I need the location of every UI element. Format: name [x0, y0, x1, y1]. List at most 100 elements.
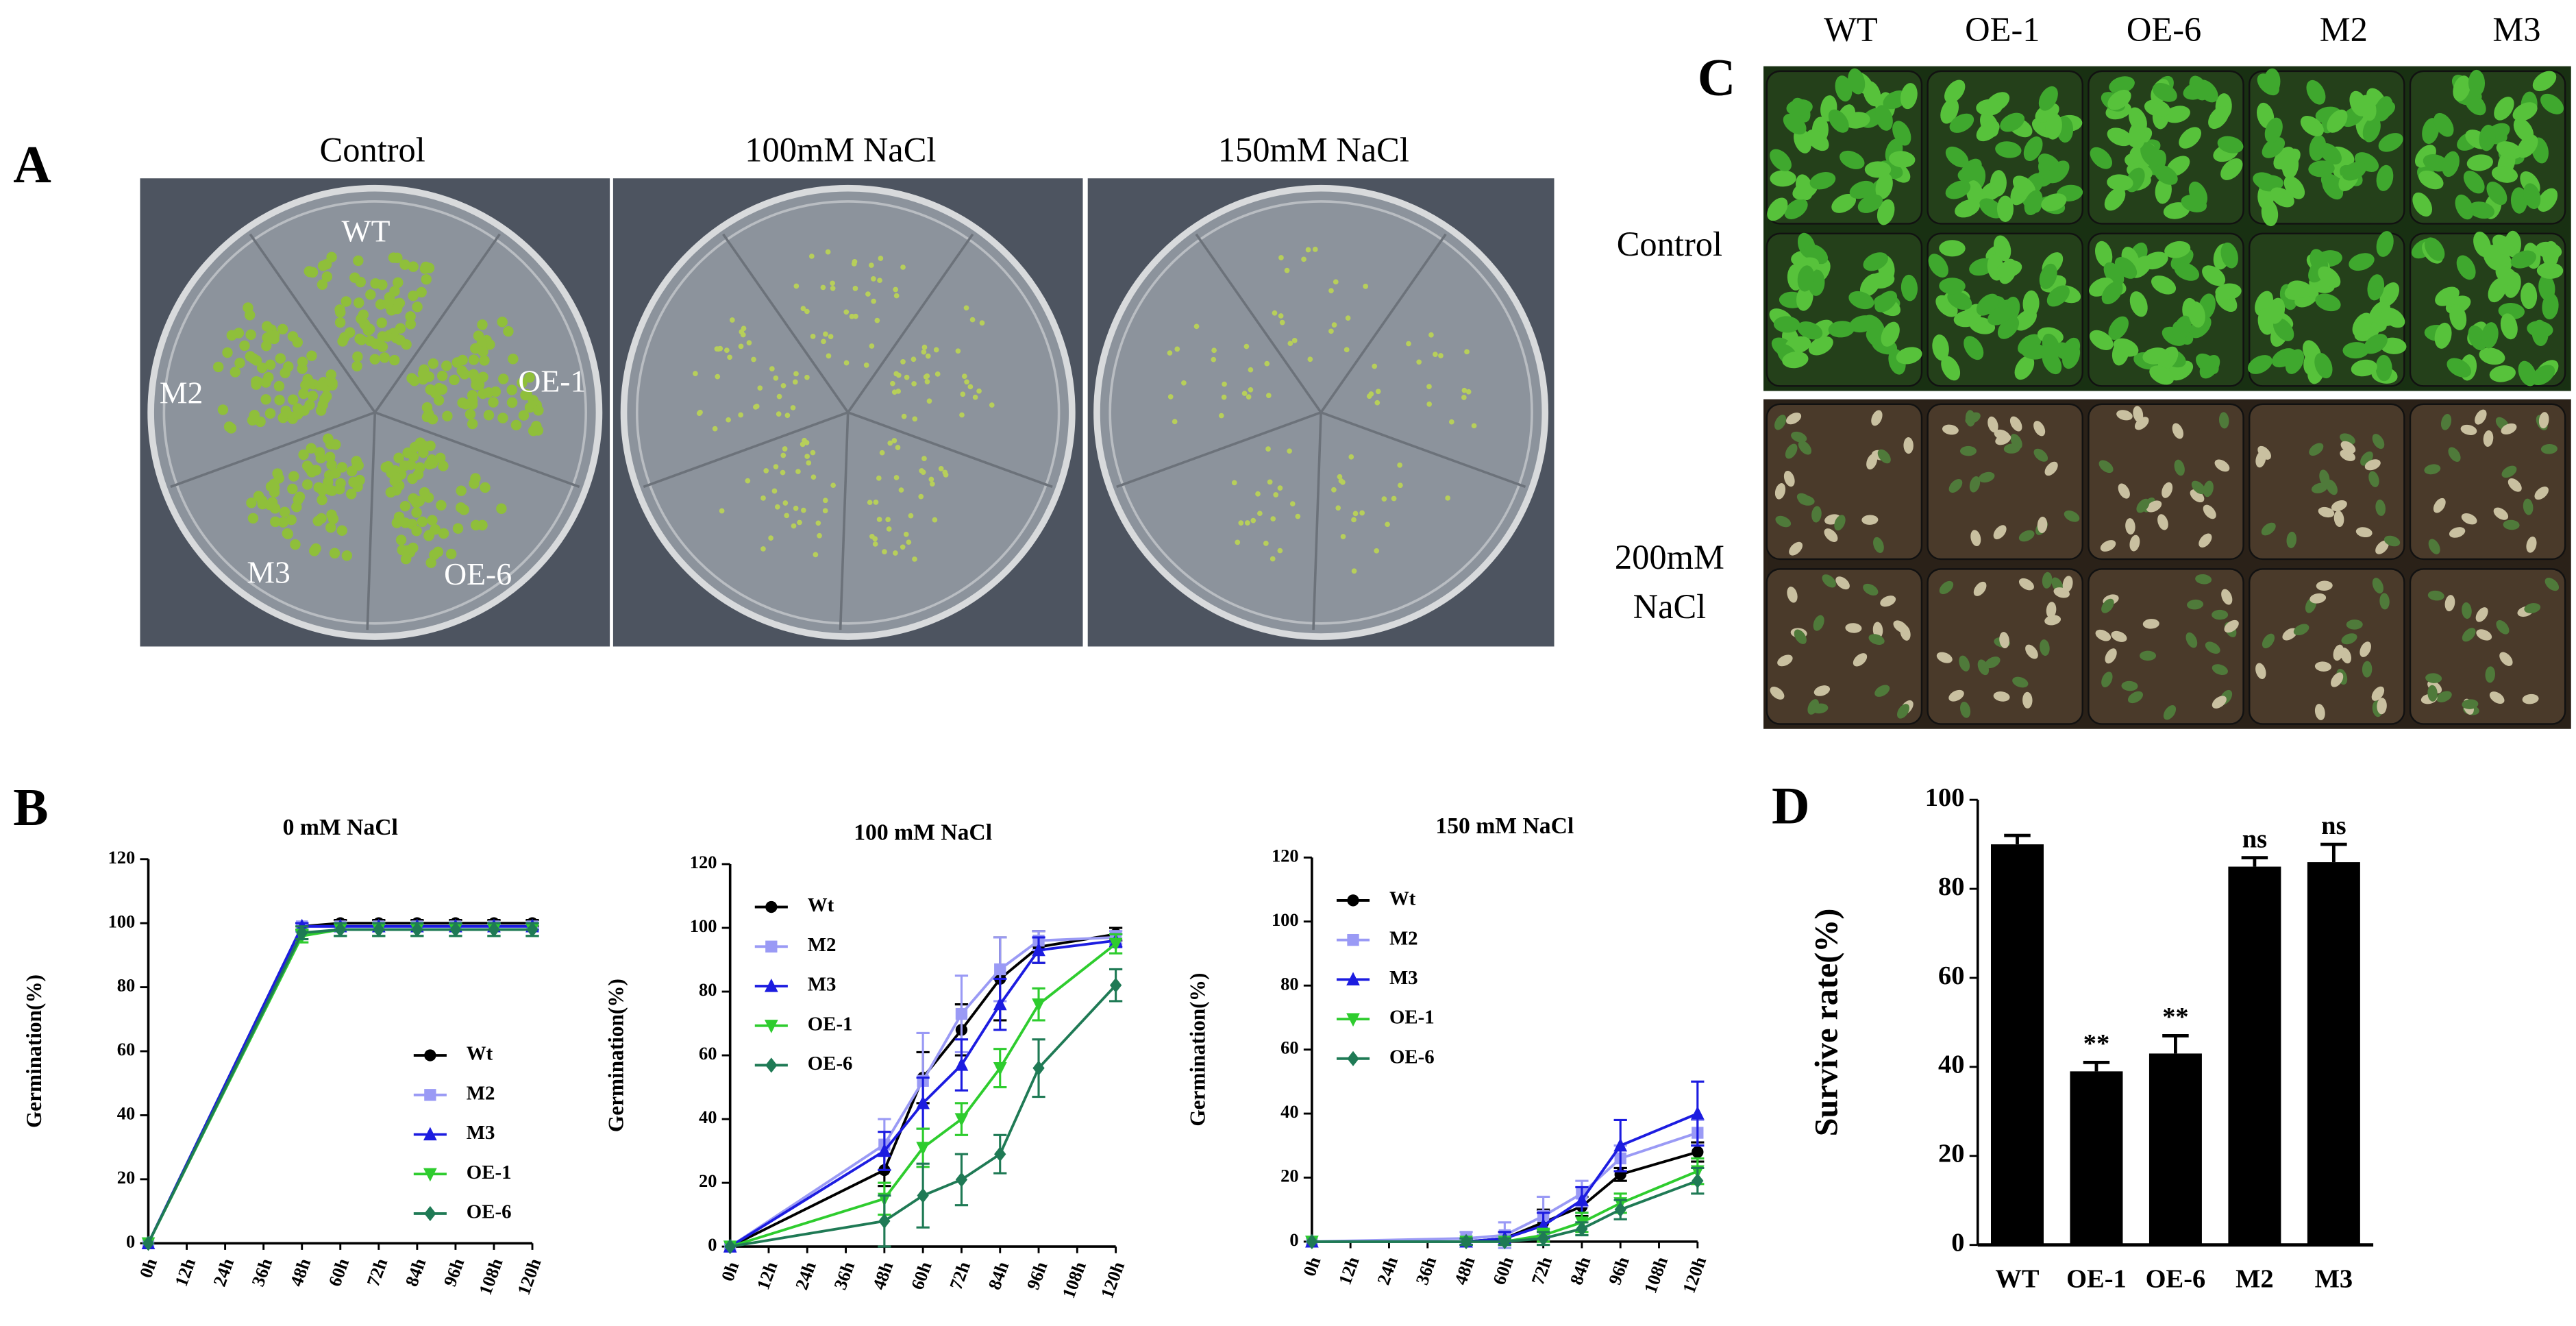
seedling	[376, 317, 387, 328]
leaf	[2479, 347, 2505, 365]
seedling	[518, 410, 530, 421]
marker	[1613, 1138, 1628, 1152]
leaf	[2418, 170, 2444, 190]
seedling	[427, 414, 438, 425]
leaf	[2333, 644, 2344, 661]
marker	[526, 922, 538, 937]
leaf	[2172, 315, 2192, 341]
leaf	[2012, 676, 2029, 688]
seedling	[879, 450, 885, 456]
leaf	[2456, 255, 2476, 280]
seedling	[309, 545, 320, 556]
marker	[916, 1142, 930, 1155]
leaf	[2442, 151, 2460, 177]
marker	[764, 1020, 778, 1033]
seedling	[270, 516, 281, 528]
marker	[764, 978, 778, 992]
seedling	[830, 285, 836, 291]
seedling	[1391, 495, 1397, 502]
seedling	[898, 487, 904, 493]
divider	[1195, 233, 1322, 413]
seedling	[420, 261, 432, 273]
leaf	[2489, 365, 2516, 382]
seedling	[280, 405, 291, 417]
leaf	[2499, 652, 2513, 666]
seedling	[334, 317, 346, 328]
leaf	[2174, 262, 2200, 281]
seedling	[697, 409, 703, 415]
bar	[1991, 844, 2044, 1245]
leaf	[2191, 480, 2206, 495]
seedling	[377, 279, 388, 291]
seedling	[306, 467, 317, 478]
leaf	[1828, 321, 1855, 338]
marker	[878, 1213, 891, 1229]
leaf	[2412, 192, 2433, 217]
leaf	[1848, 68, 1866, 95]
seedling	[1244, 520, 1250, 526]
seedling	[380, 462, 391, 473]
leaf	[2041, 193, 2067, 212]
leaf	[2367, 274, 2385, 301]
seedling	[1426, 401, 1433, 407]
leaf	[2179, 127, 2201, 149]
marker	[488, 922, 500, 937]
divider	[643, 411, 849, 489]
genotype-label: OE-1	[1965, 10, 2040, 49]
seedling	[967, 384, 974, 390]
leaf	[2311, 482, 2328, 493]
x-tick-label: 24h	[1373, 1254, 1402, 1288]
leaf	[1996, 260, 2022, 278]
series-line	[147, 928, 533, 1244]
seedling	[449, 374, 460, 386]
seedling	[264, 359, 276, 370]
x-tick-label: 84h	[401, 1255, 430, 1289]
seedling	[1231, 480, 1237, 486]
seedling	[1218, 413, 1224, 419]
seedling	[1328, 288, 1334, 294]
seedling	[457, 354, 468, 366]
seedling	[1372, 363, 1378, 369]
leaf	[2220, 158, 2243, 180]
y-tick-label: 0	[1289, 1229, 1298, 1250]
leaf	[2163, 704, 2177, 720]
seedling	[392, 472, 403, 484]
leaf	[1786, 99, 1813, 116]
seedling	[724, 347, 730, 353]
seedling	[1351, 568, 1357, 574]
leaf	[2044, 461, 2058, 476]
leaf	[2187, 599, 2204, 610]
leaf	[2496, 620, 2510, 635]
seedling	[277, 323, 288, 335]
seedling	[1406, 341, 1411, 347]
seedling	[806, 460, 812, 466]
marker	[1460, 1233, 1472, 1249]
seedling	[874, 317, 880, 323]
leaf	[2268, 297, 2286, 324]
leaf	[2372, 578, 2384, 594]
leaf	[1796, 174, 1813, 200]
seedling	[336, 525, 347, 536]
marker	[1692, 1173, 1704, 1189]
seedling	[780, 382, 787, 389]
seedling	[1445, 495, 1451, 501]
leaf	[1871, 410, 1883, 426]
seedling	[1250, 517, 1256, 524]
seedling	[419, 487, 430, 498]
seedling	[869, 262, 874, 268]
x-tick-label: 120h	[513, 1255, 545, 1298]
leaf	[2164, 241, 2191, 258]
seedling	[469, 478, 480, 489]
leaf	[2262, 137, 2286, 158]
seedling	[912, 416, 918, 422]
seedling	[751, 356, 756, 363]
x-tick-label: WT	[1995, 1264, 2039, 1293]
leaf	[2196, 353, 2219, 375]
seedling	[1331, 322, 1337, 328]
seedling	[213, 361, 224, 373]
leaf	[2264, 117, 2283, 143]
leaf	[2113, 338, 2139, 357]
seedling	[1465, 389, 1472, 395]
leaf	[2109, 76, 2135, 94]
leaf	[2174, 459, 2185, 476]
